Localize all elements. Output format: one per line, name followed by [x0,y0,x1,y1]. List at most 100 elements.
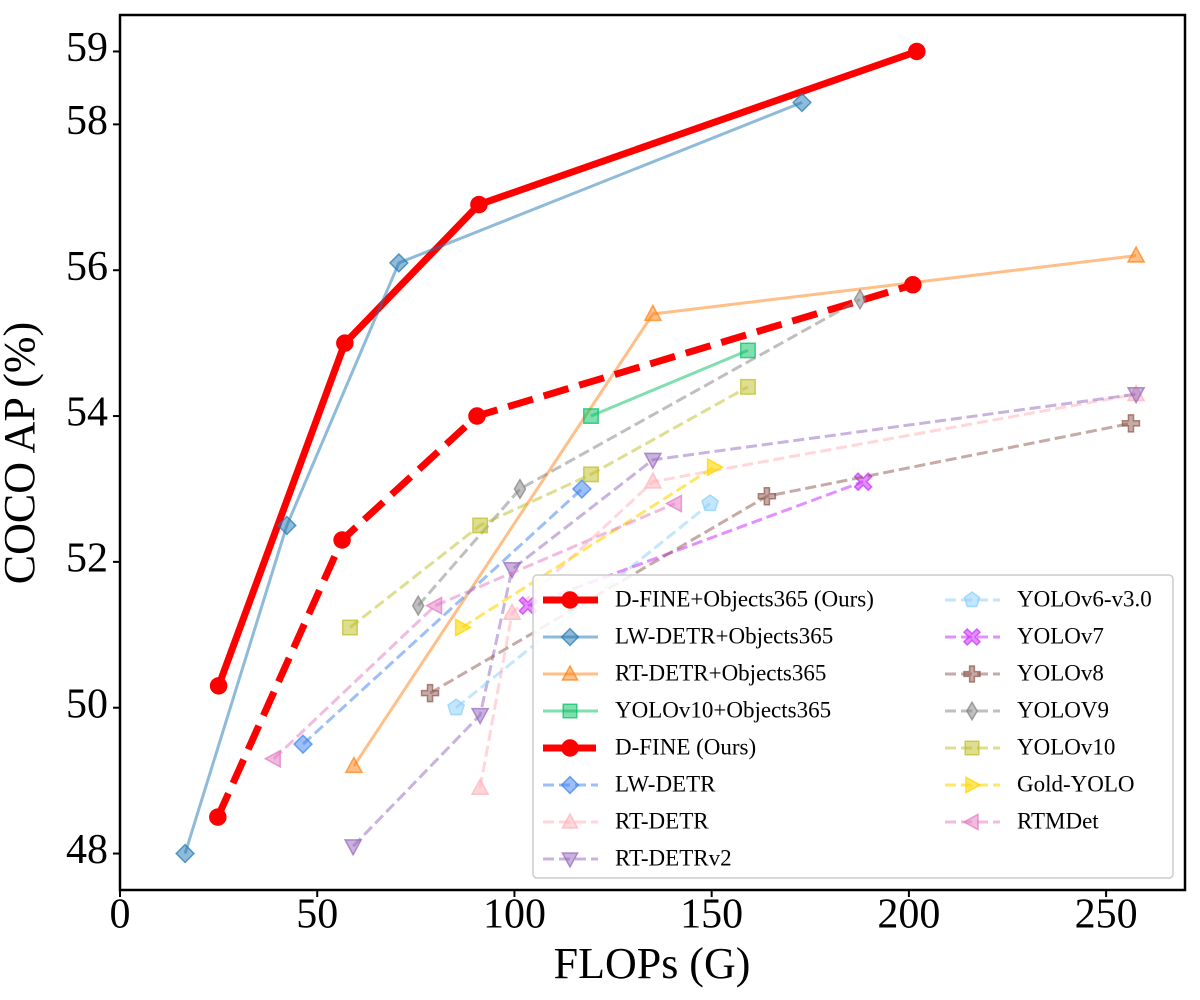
legend-marker [560,775,580,795]
legend-label: RT-DETRv2 [615,845,732,870]
legend-label: YOLOv8 [1017,660,1104,685]
data-point [908,42,926,61]
x-tick-label: 200 [877,892,940,938]
legend: D-FINE+Objects365 (Ours) LW-DETR+Objects3… [532,574,1174,879]
series-line [272,502,676,760]
legend-marker [561,739,579,757]
data-point [1126,245,1146,263]
legend-marker [965,700,979,722]
series-line [183,101,803,854]
data-point [333,531,351,549]
data-point [209,677,228,695]
legend-marker [964,740,980,756]
data-point [502,602,522,621]
data-point [470,707,490,726]
legend-label: LW-DETR+Objects365 [615,623,833,648]
legend-marker [562,703,578,719]
data-point [739,378,756,395]
legend-label: YOLOV9 [1017,697,1109,722]
x-axis-label: FLOPs (G) [554,939,751,988]
data-point [1121,414,1141,433]
y-tick-label: 59 [66,25,108,71]
series-line [349,385,749,629]
data-point [1126,387,1146,405]
legend-marker [561,852,579,869]
series-line [478,392,1137,789]
legend-marker [963,665,981,683]
data-point [276,515,297,536]
x-tick-label: 100 [483,892,546,938]
legend-marker [963,591,981,608]
legend-marker [561,591,579,609]
legend-label: YOLOv7 [1017,623,1104,648]
x-tick-label: 250 [1075,892,1138,938]
data-point [420,683,440,703]
series-line [215,48,918,688]
series-line [214,281,914,819]
plot-area [175,42,1146,864]
data-point [341,619,358,636]
legend-marker [561,664,579,681]
x-tick-label: 150 [680,892,743,938]
data-point [447,698,466,716]
legend-label: D-FINE+Objects365 (Ours) [615,586,874,611]
legend-label: YOLOv10 [1017,734,1115,759]
legend-marker [962,627,982,647]
legend-label: RTMDet [1017,808,1099,833]
legend-label: Gold-YOLO [1017,771,1135,796]
data-point [470,777,490,796]
data-point [643,303,663,322]
y-tick-label: 56 [66,244,108,290]
data-point [706,457,725,477]
data-point [853,288,867,311]
data-point [582,408,599,425]
data-point [472,517,489,534]
data-point [582,466,599,483]
legend-label: RT-DETR [615,808,709,833]
data-point [263,749,281,769]
data-point [739,342,756,359]
data-point [343,839,363,857]
legend-label: D-FINE (Ours) [615,734,756,759]
data-point [701,494,720,512]
series-line [461,465,715,629]
legend-label: LW-DETR [615,771,716,796]
legend-marker [965,776,982,794]
data-point [336,334,354,352]
data-point [411,594,425,617]
data-point [643,471,663,489]
data-point [425,596,443,615]
data-point [513,478,527,500]
y-axis-label: COCO AP (%) [0,322,44,584]
series-line [352,392,1137,848]
legend-marker [561,812,579,829]
series-line [527,480,864,608]
data-point [757,487,777,506]
x-tick-label: 50 [296,892,338,938]
legend-label: YOLOv6-v3.0 [1017,586,1152,611]
x-tick-label: 0 [110,892,131,938]
data-point [904,276,922,294]
data-point [468,407,486,425]
data-point [344,755,364,774]
y-tick-label: 48 [66,827,108,873]
data-point [664,494,683,513]
legend-marker [560,627,580,647]
data-point [571,478,592,499]
data-point [643,452,663,470]
data-point [470,195,488,214]
legend-box [532,574,1174,879]
legend-label: YOLOv10+Objects365 [615,697,831,722]
plot-frame [118,13,1187,892]
data-point [209,808,227,826]
series-line [417,298,861,607]
data-point [454,618,473,637]
legend-marker [962,813,979,831]
y-tick-label: 54 [66,390,108,436]
legend-label: RT-DETR+Objects365 [615,660,826,685]
y-tick-label: 50 [66,681,108,727]
data-point [388,252,409,273]
y-tick-label: 58 [66,98,108,144]
y-tick-label: 52 [66,536,108,582]
